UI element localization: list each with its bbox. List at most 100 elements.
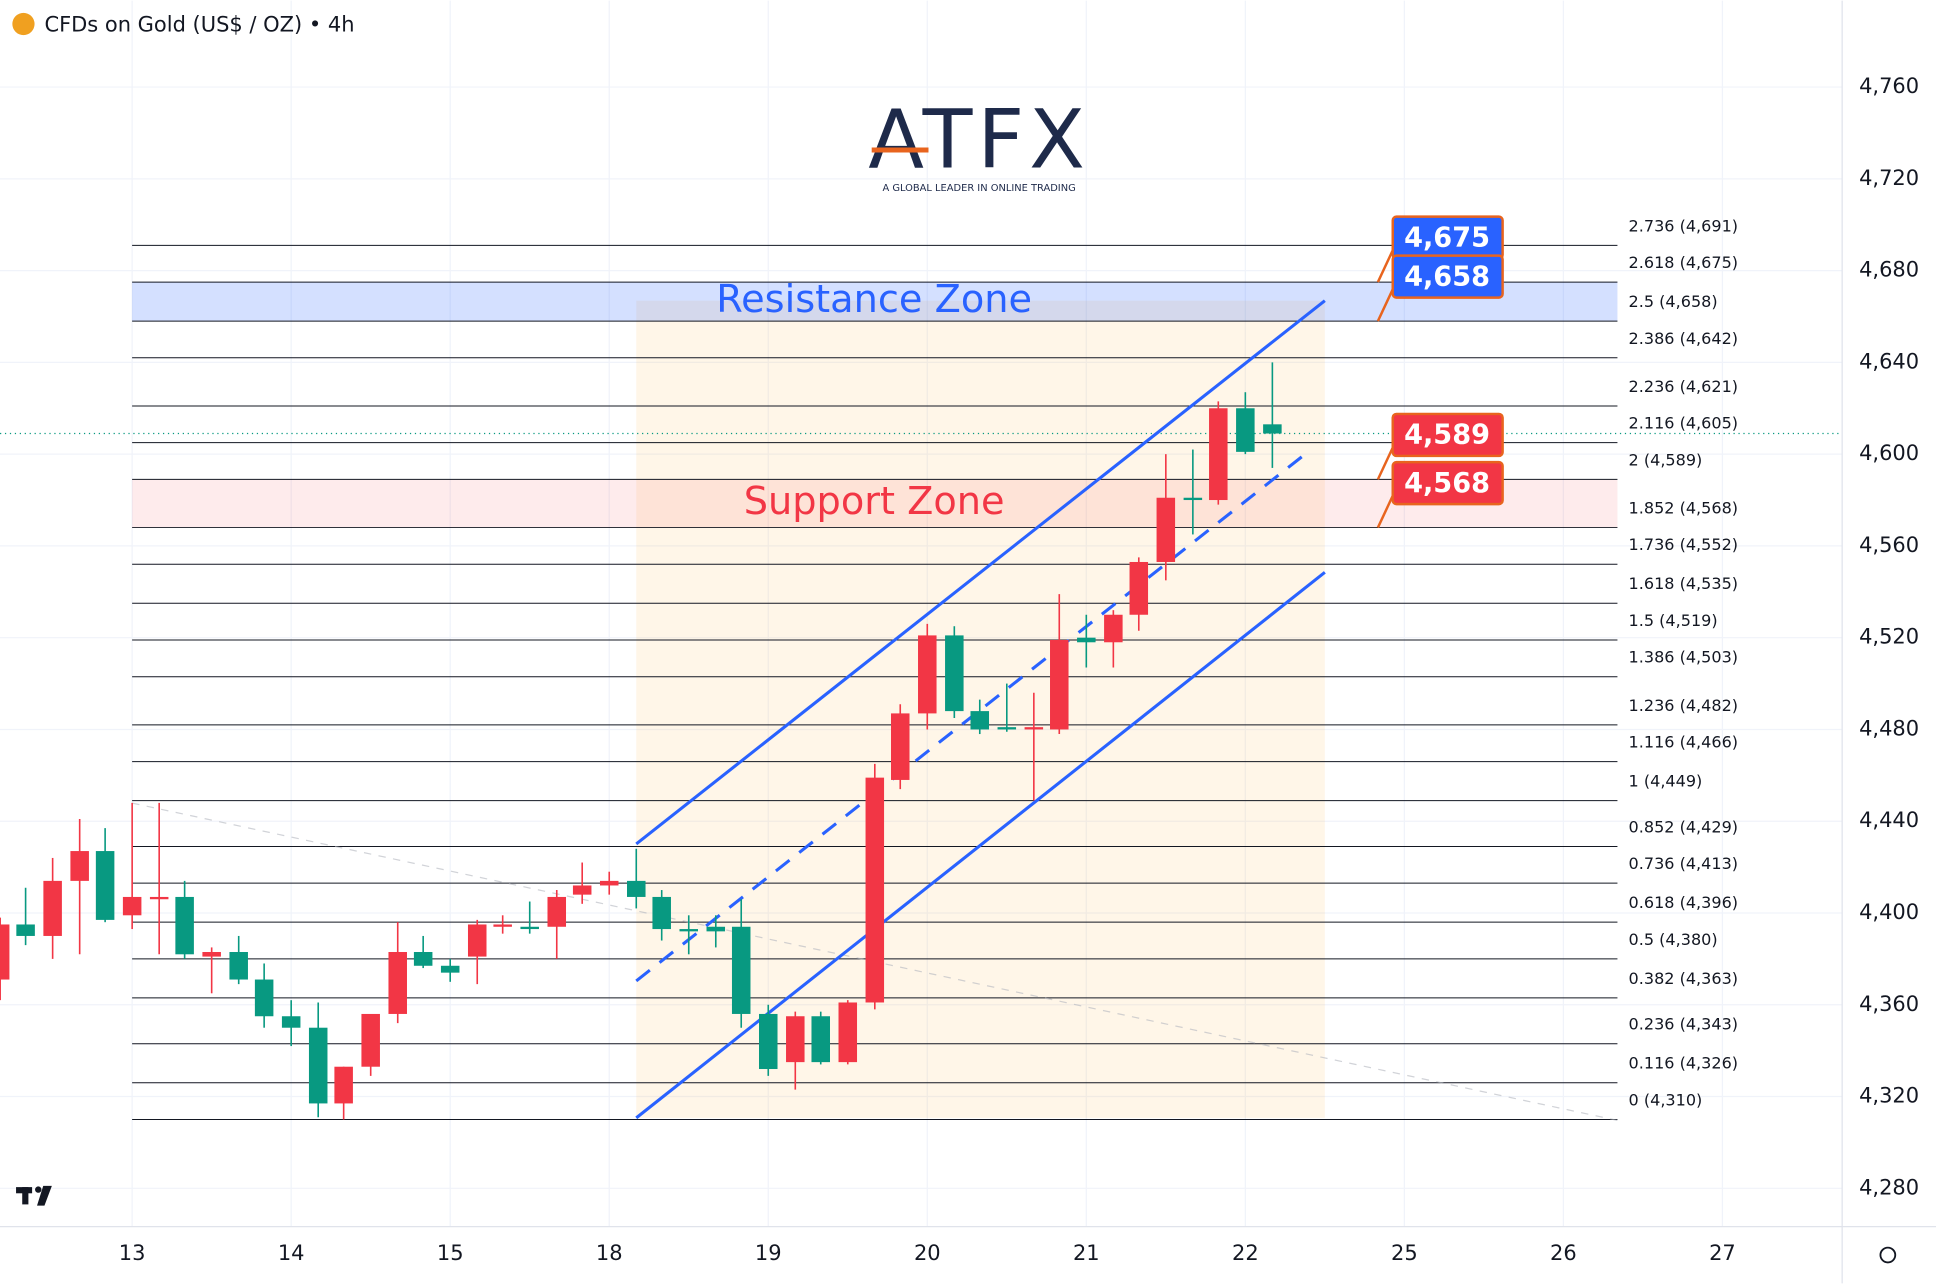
- fib-label: 0.852 (4,429): [1629, 817, 1738, 836]
- fib-label: 2.618 (4,675): [1629, 253, 1738, 272]
- y-tick-label: 4,560: [1859, 533, 1919, 557]
- price-badge-label: 4,675: [1404, 222, 1490, 253]
- candle-body: [1263, 424, 1282, 434]
- background: [0, 0, 1843, 1227]
- y-tick-label: 4,680: [1859, 258, 1919, 282]
- fib-label: 1.116 (4,466): [1629, 733, 1738, 752]
- x-tick-label: 14: [278, 1241, 305, 1265]
- fib-label: 1 (4,449): [1629, 772, 1703, 791]
- fib-label: 1.236 (4,482): [1629, 696, 1738, 715]
- y-tick-label: 4,280: [1859, 1175, 1919, 1199]
- candle-body: [1209, 408, 1228, 501]
- candle-body: [706, 926, 726, 932]
- candle-body: [388, 952, 407, 1014]
- price-badge: [1391, 254, 1504, 299]
- settings-icon[interactable]: [1879, 1246, 1897, 1264]
- candle-body: [95, 851, 115, 920]
- candle-body: [440, 965, 460, 973]
- candle-body: [1050, 639, 1069, 730]
- price-badge-label: 4,568: [1404, 468, 1490, 499]
- tv-logo: [16, 1185, 52, 1206]
- y-tick-label: 4,520: [1859, 625, 1919, 649]
- x-tick-label: 19: [755, 1241, 782, 1265]
- fib-label: 0 (4,310): [1629, 1090, 1703, 1109]
- fib-label: 0.5 (4,380): [1629, 930, 1718, 949]
- candle-body: [547, 896, 567, 927]
- fib-label: 1.5 (4,519): [1629, 611, 1718, 630]
- y-tick-label: 4,320: [1859, 1084, 1919, 1108]
- x-tick-label: 27: [1709, 1241, 1736, 1265]
- candle-body: [786, 1016, 805, 1063]
- candle-body: [572, 885, 592, 895]
- fib-label: 1.618 (4,535): [1629, 574, 1738, 593]
- candle-body: [970, 711, 990, 730]
- chart-title: CFDs on Gold (US$ / OZ) • 4h: [44, 12, 354, 36]
- candle-body: [16, 924, 35, 936]
- x-tick-label: 25: [1391, 1241, 1418, 1265]
- candle-body: [758, 1013, 778, 1070]
- x-tick-label: 26: [1550, 1241, 1577, 1265]
- fib-label: 1.736 (4,552): [1629, 535, 1738, 554]
- fib-label: 0.618 (4,396): [1629, 893, 1738, 912]
- price-badge-label: 4,658: [1404, 261, 1490, 292]
- zone-label: Support Zone: [744, 479, 1005, 524]
- logo-tagline: A GLOBAL LEADER IN ONLINE TRADING: [882, 183, 1075, 194]
- candle-body: [679, 929, 699, 932]
- y-tick-label: 4,400: [1859, 900, 1919, 924]
- fib-label: 0.116 (4,326): [1629, 1054, 1738, 1073]
- y-tick-label: 4,480: [1859, 716, 1919, 740]
- candle-body: [254, 979, 274, 1017]
- candle-body: [43, 880, 62, 936]
- candle-body: [1104, 614, 1123, 643]
- fib-label: 0.736 (4,413): [1629, 854, 1738, 873]
- y-tick-label: 4,360: [1859, 992, 1919, 1016]
- candle-body: [281, 1016, 301, 1028]
- fib-label: 2.116 (4,605): [1629, 414, 1738, 433]
- candle-body: [493, 924, 512, 927]
- candle-body: [1077, 637, 1096, 643]
- x-tick-label: 20: [914, 1241, 941, 1265]
- symbol-icon: [12, 12, 35, 36]
- logo: ATFX: [868, 92, 1090, 187]
- fib-label: 0.236 (4,343): [1629, 1015, 1738, 1034]
- fib-label: 2.236 (4,621): [1629, 377, 1738, 396]
- plot: 4,280 4,320 4,360 4,400 4,440 4,480 4,520 4,560…: [0, 74, 1919, 1265]
- candle-body: [1156, 497, 1176, 562]
- channel-upper: [635, 299, 1326, 846]
- x-tick-label: 13: [119, 1241, 146, 1265]
- candle-body: [1024, 727, 1044, 730]
- channel-lower: [635, 571, 1326, 1120]
- y-tick-label: 4,720: [1859, 166, 1919, 190]
- fib-label: 0.382 (4,363): [1629, 969, 1738, 988]
- candle-body: [229, 952, 248, 980]
- candle-body: [361, 1013, 380, 1067]
- candle-body: [308, 1027, 328, 1104]
- candle-body: [652, 896, 671, 930]
- candle-body: [599, 880, 619, 886]
- fib-label: 2.736 (4,691): [1629, 216, 1738, 235]
- y-tick-label: 4,440: [1859, 808, 1919, 832]
- candle-body: [149, 896, 169, 900]
- candle-body: [175, 896, 194, 955]
- y-tick-label: 4,600: [1859, 441, 1919, 465]
- fib-label: 2.5 (4,658): [1629, 292, 1718, 311]
- candle-body: [202, 952, 221, 957]
- candle-body: [467, 924, 487, 957]
- candle-body: [1236, 408, 1255, 452]
- candle-body: [890, 713, 910, 780]
- candle-body: [997, 727, 1017, 730]
- candle-body: [865, 777, 885, 1003]
- zone: [132, 282, 1618, 322]
- x-tick-label: 21: [1073, 1241, 1100, 1265]
- y-tick-label: 4,640: [1859, 349, 1919, 373]
- price-badge-label: 4,589: [1404, 420, 1490, 451]
- candle-body: [811, 1016, 830, 1063]
- candle-body: [731, 926, 751, 1014]
- zone-label: Resistance Zone: [716, 277, 1032, 322]
- fib-label: 1.852 (4,568): [1629, 499, 1738, 518]
- candle-body: [0, 924, 10, 980]
- candle-body: [838, 1002, 858, 1063]
- x-tick-label: 18: [596, 1241, 623, 1265]
- fib-label: 1.386 (4,503): [1629, 648, 1738, 667]
